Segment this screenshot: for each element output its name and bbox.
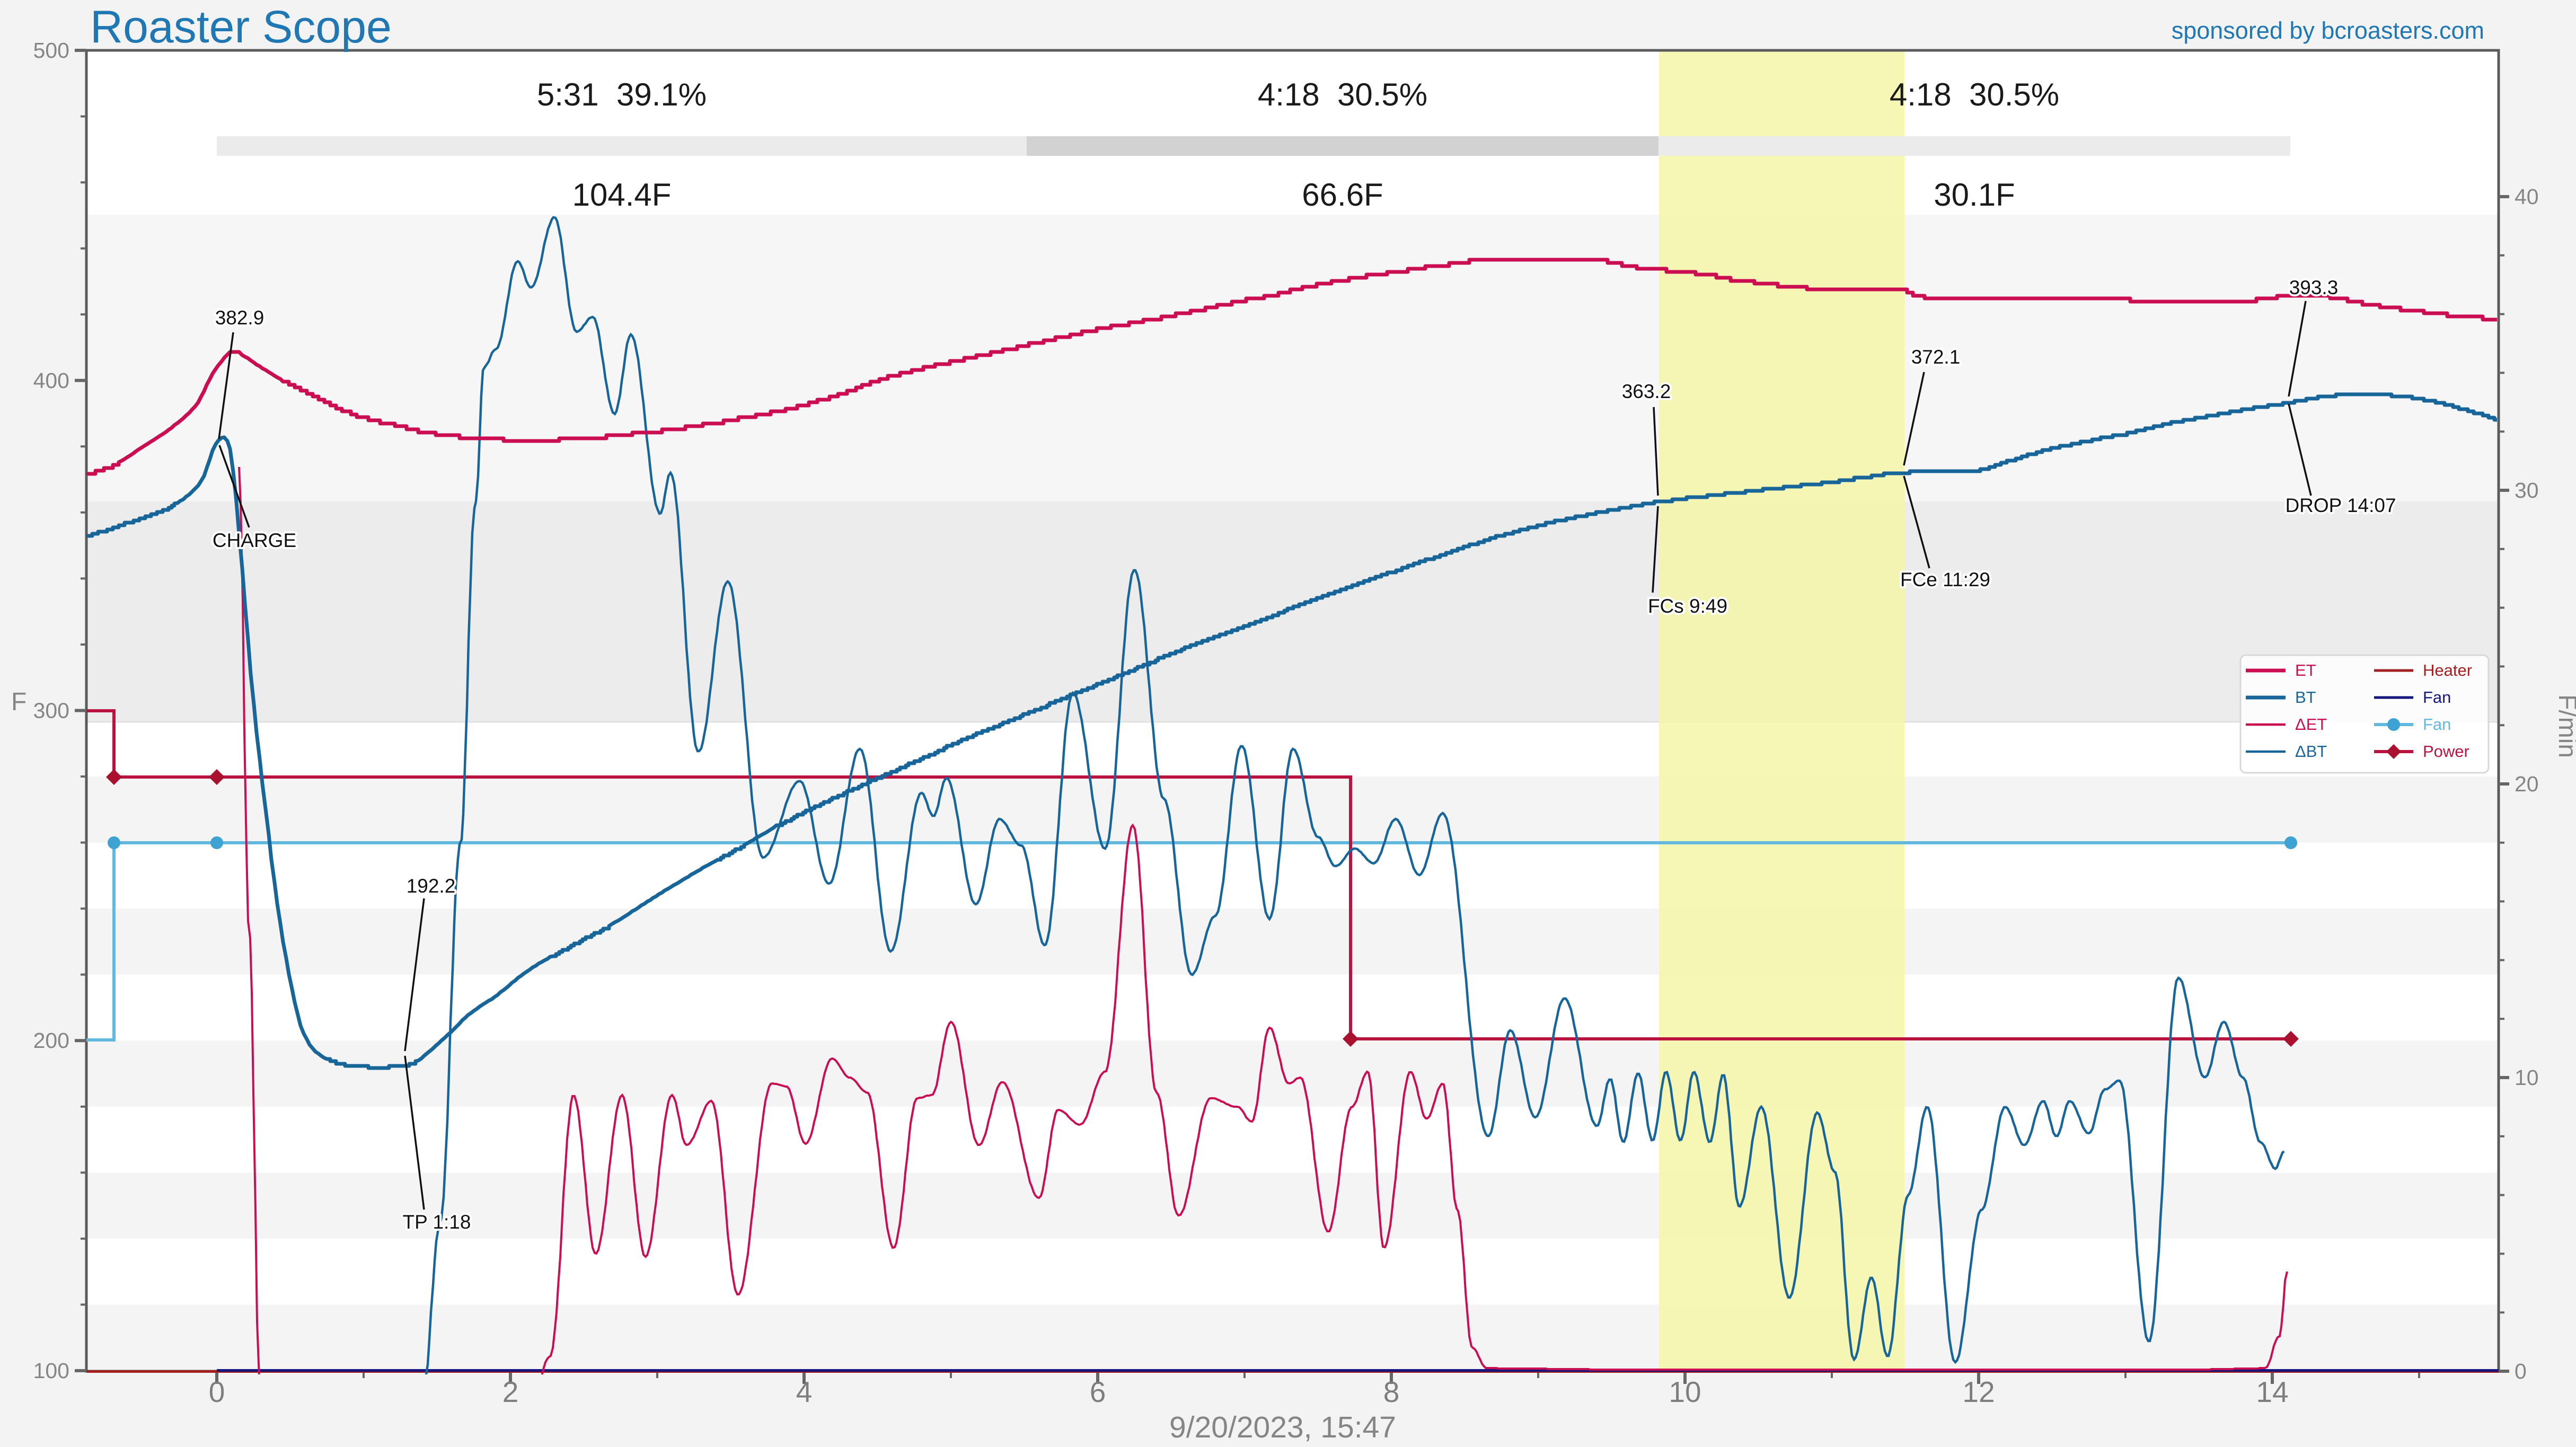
svg-text:14: 14 [2256,1375,2288,1408]
svg-text:4: 4 [796,1375,813,1408]
svg-text:Power: Power [2423,742,2469,761]
svg-text:393.3: 393.3 [2289,277,2339,298]
svg-text:4:18 30.5%: 4:18 30.5% [1258,77,1427,112]
svg-text:Roaster Scope: Roaster Scope [90,2,392,52]
svg-text:ΔBT: ΔBT [2295,742,2327,761]
svg-text:8: 8 [1383,1375,1400,1408]
svg-text:200: 200 [33,1028,69,1053]
svg-text:F: F [11,688,27,716]
svg-text:ΔET: ΔET [2295,715,2327,734]
svg-text:5:31 39.1%: 5:31 39.1% [537,77,707,112]
svg-text:10: 10 [1669,1375,1701,1408]
svg-text:10: 10 [2515,1065,2539,1090]
svg-text:DROP 14:07: DROP 14:07 [2285,495,2396,516]
svg-text:400: 400 [33,368,69,393]
svg-text:300: 300 [33,699,69,723]
svg-text:CHARGE: CHARGE [213,530,296,551]
svg-text:40: 40 [2515,184,2539,209]
svg-text:FCe 11:29: FCe 11:29 [1900,569,1990,590]
svg-text:20: 20 [2515,772,2539,796]
svg-text:9/20/2023, 15:47: 9/20/2023, 15:47 [1169,1410,1396,1444]
svg-text:30.1F: 30.1F [1934,177,2015,213]
svg-text:500: 500 [33,38,69,63]
svg-text:0: 0 [209,1375,225,1408]
svg-text:192.2: 192.2 [407,875,456,897]
svg-text:F/min: F/min [2553,694,2576,758]
svg-text:372.1: 372.1 [1911,346,1961,368]
svg-text:104.4F: 104.4F [572,177,672,213]
svg-text:Fan: Fan [2423,688,2451,707]
svg-text:0: 0 [2515,1359,2527,1383]
svg-text:4:18 30.5%: 4:18 30.5% [1890,77,2059,112]
svg-text:6: 6 [1090,1375,1106,1408]
svg-text:sponsored by bcroasters.com: sponsored by bcroasters.com [2172,17,2484,44]
svg-text:2: 2 [502,1375,519,1408]
svg-text:66.6F: 66.6F [1302,177,1383,213]
svg-text:FCs 9:49: FCs 9:49 [1648,595,1727,617]
svg-text:Fan: Fan [2423,715,2451,734]
svg-text:BT: BT [2295,688,2316,707]
svg-text:TP 1:18: TP 1:18 [403,1211,471,1233]
svg-text:100: 100 [33,1358,69,1383]
svg-text:30: 30 [2515,478,2539,502]
svg-text:382.9: 382.9 [215,307,264,329]
svg-text:363.2: 363.2 [1622,381,1671,402]
svg-text:Heater: Heater [2423,661,2472,680]
svg-text:12: 12 [1962,1375,1995,1408]
svg-text:ET: ET [2295,661,2316,680]
